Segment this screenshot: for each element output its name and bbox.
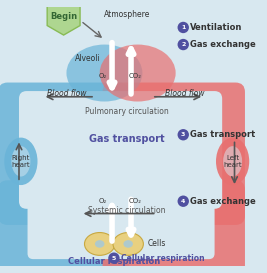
Text: O₂: O₂ bbox=[99, 198, 107, 204]
FancyBboxPatch shape bbox=[0, 180, 129, 273]
Circle shape bbox=[108, 253, 120, 264]
Circle shape bbox=[178, 22, 189, 33]
Text: 3: 3 bbox=[181, 132, 186, 137]
Ellipse shape bbox=[113, 233, 143, 255]
Text: Left
heart: Left heart bbox=[223, 155, 242, 168]
Text: Begin: Begin bbox=[50, 11, 77, 20]
Text: Cells: Cells bbox=[147, 239, 166, 248]
FancyBboxPatch shape bbox=[19, 91, 222, 209]
Text: Right
heart: Right heart bbox=[11, 155, 30, 168]
FancyBboxPatch shape bbox=[103, 82, 245, 225]
Text: Atmosphere: Atmosphere bbox=[104, 10, 150, 19]
Circle shape bbox=[178, 129, 189, 140]
Text: 2: 2 bbox=[181, 42, 186, 47]
Ellipse shape bbox=[11, 146, 30, 177]
Text: 5: 5 bbox=[112, 256, 116, 261]
Text: O₂: O₂ bbox=[99, 73, 107, 79]
Ellipse shape bbox=[100, 44, 176, 102]
Ellipse shape bbox=[66, 44, 142, 102]
Text: Pulmonary circulation: Pulmonary circulation bbox=[85, 106, 169, 115]
Text: Systemic circulation: Systemic circulation bbox=[88, 206, 166, 215]
FancyBboxPatch shape bbox=[28, 200, 215, 259]
Text: Gas transport: Gas transport bbox=[190, 130, 255, 139]
Text: Gas exchange: Gas exchange bbox=[190, 197, 256, 206]
Text: CO₂: CO₂ bbox=[128, 73, 141, 79]
Text: 4: 4 bbox=[181, 199, 186, 204]
Ellipse shape bbox=[95, 240, 104, 248]
Text: Gas exchange: Gas exchange bbox=[190, 40, 256, 49]
Ellipse shape bbox=[216, 138, 249, 185]
Circle shape bbox=[178, 195, 189, 207]
FancyBboxPatch shape bbox=[0, 82, 129, 225]
Text: Cellular respiration: Cellular respiration bbox=[121, 254, 204, 263]
Text: Blood flow: Blood flow bbox=[165, 90, 205, 99]
Ellipse shape bbox=[223, 146, 242, 177]
Text: Alveoli: Alveoli bbox=[74, 54, 100, 63]
Text: Blood flow: Blood flow bbox=[47, 90, 86, 99]
Text: Cellular respiration: Cellular respiration bbox=[68, 257, 160, 266]
Text: CO₂: CO₂ bbox=[128, 198, 141, 204]
FancyBboxPatch shape bbox=[103, 180, 245, 273]
Circle shape bbox=[178, 39, 189, 50]
Text: 1: 1 bbox=[181, 25, 186, 30]
Ellipse shape bbox=[123, 240, 133, 248]
Ellipse shape bbox=[84, 233, 115, 255]
Text: Ventilation: Ventilation bbox=[190, 23, 242, 32]
Ellipse shape bbox=[4, 138, 37, 185]
Text: Gas transport: Gas transport bbox=[89, 135, 165, 144]
